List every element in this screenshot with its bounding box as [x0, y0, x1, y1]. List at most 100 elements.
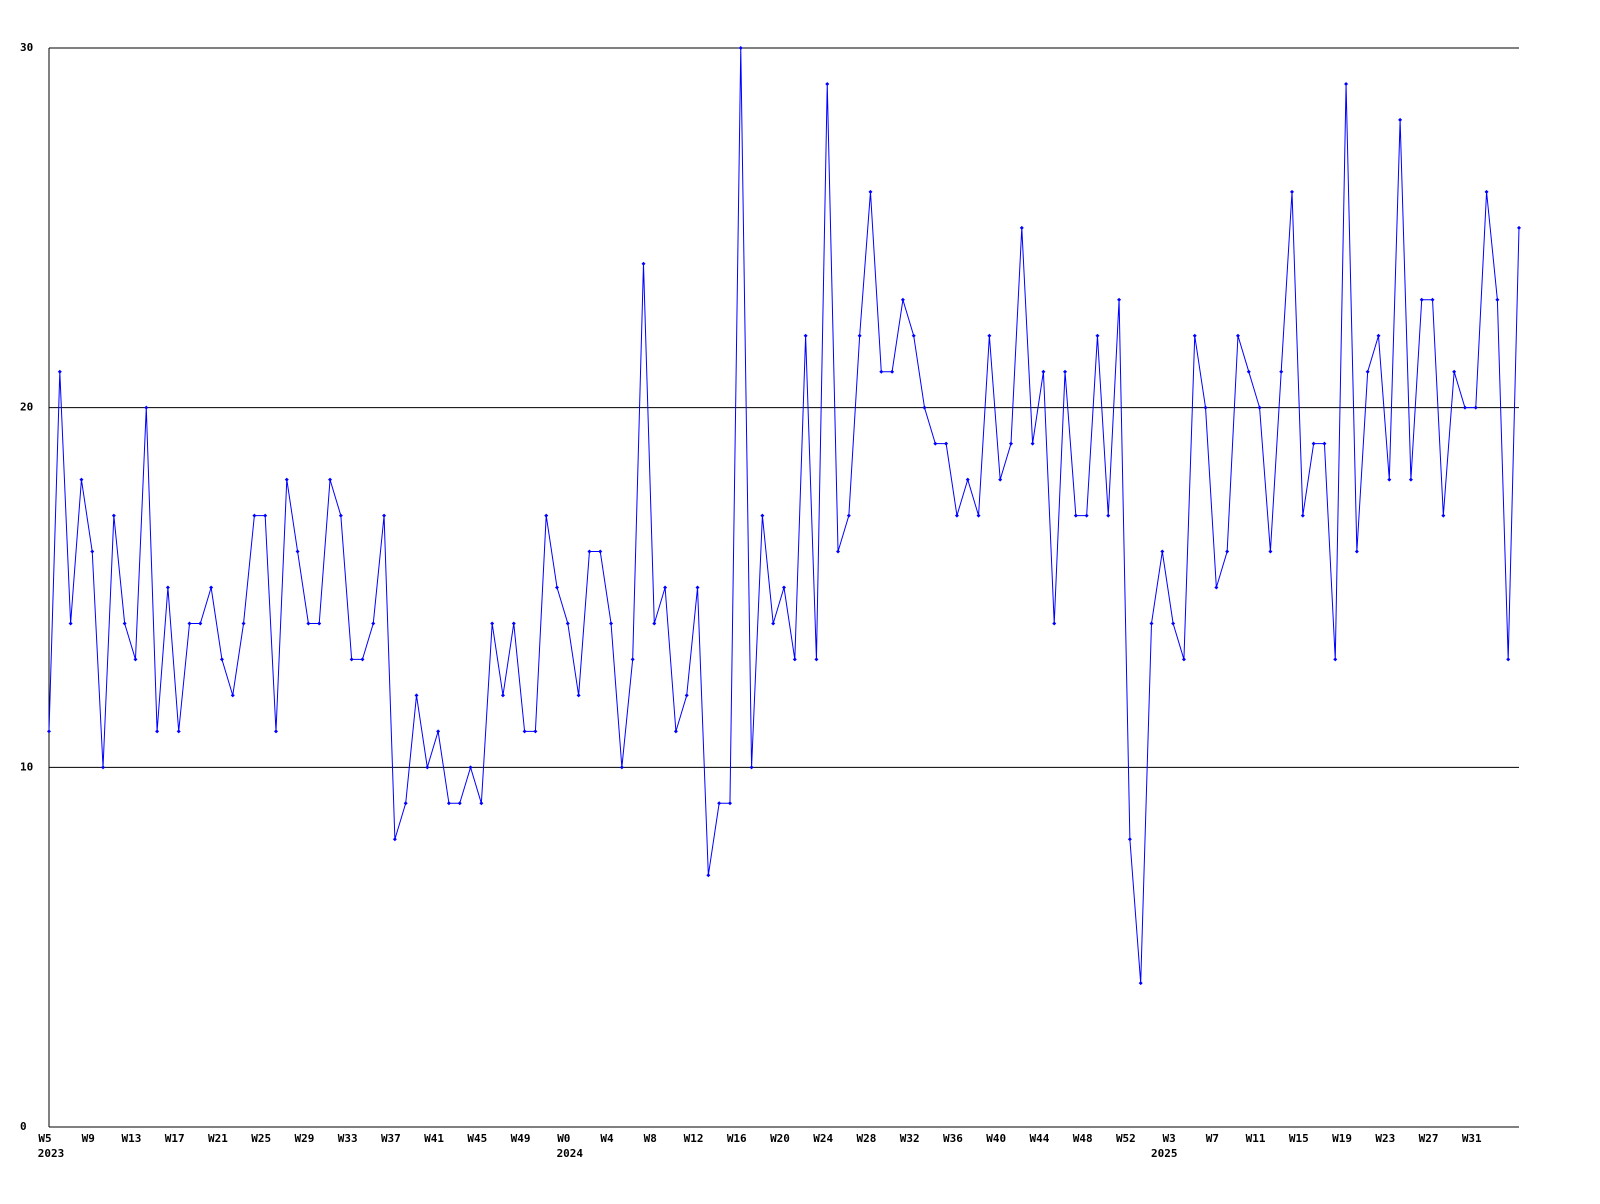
- x-tick-label: W25: [251, 1132, 271, 1145]
- data-point: [1084, 513, 1089, 518]
- data-point: [263, 513, 268, 518]
- data-point: [101, 765, 106, 770]
- data-point: [1257, 405, 1262, 410]
- x-tick-label: W44: [1029, 1132, 1049, 1145]
- x-tick-label: W8: [644, 1132, 657, 1145]
- x-tick-label: W33: [338, 1132, 358, 1145]
- data-point: [900, 297, 905, 302]
- data-point: [1419, 297, 1424, 302]
- data-point: [1333, 657, 1338, 662]
- data-point: [1517, 225, 1521, 230]
- data-point: [609, 621, 614, 626]
- data-point: [1149, 621, 1154, 626]
- data-point: [663, 585, 668, 590]
- data-point: [414, 693, 419, 698]
- data-point: [1387, 477, 1392, 482]
- data-point: [673, 729, 678, 734]
- x-tick-label: W12: [684, 1132, 704, 1145]
- data-point: [1203, 405, 1208, 410]
- data-point: [1008, 441, 1013, 446]
- x-tick-label: W9: [82, 1132, 95, 1145]
- data-point: [922, 405, 927, 410]
- data-point: [468, 765, 473, 770]
- data-point: [425, 765, 430, 770]
- data-point: [1344, 81, 1349, 86]
- data-point: [727, 801, 732, 806]
- data-point: [890, 369, 895, 374]
- data-point: [879, 369, 884, 374]
- data-point: [803, 333, 808, 338]
- data-point: [846, 513, 851, 518]
- data-point: [446, 801, 451, 806]
- data-point: [976, 513, 981, 518]
- data-point: [771, 621, 776, 626]
- x-tick-label: W37: [381, 1132, 401, 1145]
- data-point: [295, 549, 300, 554]
- data-point: [436, 729, 441, 734]
- x-tick-label: W11: [1246, 1132, 1266, 1145]
- data-point: [1019, 225, 1024, 230]
- data-point: [1171, 621, 1176, 626]
- data-point: [587, 549, 592, 554]
- x-tick-label: W4: [600, 1132, 614, 1145]
- data-point: [111, 513, 116, 518]
- data-point: [695, 585, 700, 590]
- data-point: [1473, 405, 1478, 410]
- data-point: [133, 657, 138, 662]
- data-point: [1300, 513, 1305, 518]
- data-point: [317, 621, 322, 626]
- data-point: [1225, 549, 1230, 554]
- data-point: [619, 765, 624, 770]
- data-point: [90, 549, 95, 554]
- data-point: [79, 477, 84, 482]
- x-tick-label: W21: [208, 1132, 228, 1145]
- data-point: [1041, 369, 1046, 374]
- data-point: [1322, 441, 1327, 446]
- data-point: [652, 621, 657, 626]
- data-point: [998, 477, 1003, 482]
- data-point: [555, 585, 560, 590]
- data-point: [68, 621, 73, 626]
- data-point: [684, 693, 689, 698]
- data-point: [933, 441, 938, 446]
- data-point: [1452, 369, 1457, 374]
- x-group-label: 2023: [38, 1147, 65, 1160]
- x-tick-label: W49: [511, 1132, 531, 1145]
- data-point: [1138, 981, 1143, 986]
- data-point: [760, 513, 765, 518]
- data-point: [1106, 513, 1111, 518]
- data-point: [144, 405, 149, 410]
- data-point: [176, 729, 181, 734]
- data-point: [360, 657, 365, 662]
- data-point: [511, 621, 516, 626]
- data-point: [598, 549, 603, 554]
- data-point: [57, 369, 62, 374]
- data-point: [1495, 297, 1500, 302]
- data-point: [533, 729, 538, 734]
- data-point: [187, 621, 192, 626]
- x-tick-label: W19: [1332, 1132, 1352, 1145]
- data-point: [1095, 333, 1100, 338]
- data-point: [1052, 621, 1057, 626]
- x-tick-label: W28: [857, 1132, 877, 1145]
- x-group-label: 2024: [557, 1147, 584, 1160]
- x-tick-label: W45: [467, 1132, 487, 1145]
- x-tick-label: W36: [943, 1132, 963, 1145]
- x-tick-label: W7: [1206, 1132, 1219, 1145]
- data-point: [641, 261, 646, 266]
- data-point: [1462, 405, 1467, 410]
- data-point: [565, 621, 570, 626]
- x-tick-label: W27: [1419, 1132, 1439, 1145]
- data-point: [836, 549, 841, 554]
- data-point: [284, 477, 289, 482]
- data-point: [457, 801, 462, 806]
- data-point: [328, 477, 333, 482]
- data-point: [1408, 477, 1413, 482]
- data-point: [792, 657, 797, 662]
- x-tick-label: W24: [813, 1132, 833, 1145]
- data-point: [717, 801, 722, 806]
- data-point: [944, 441, 949, 446]
- data-point: [155, 729, 160, 734]
- x-tick-label: W32: [900, 1132, 920, 1145]
